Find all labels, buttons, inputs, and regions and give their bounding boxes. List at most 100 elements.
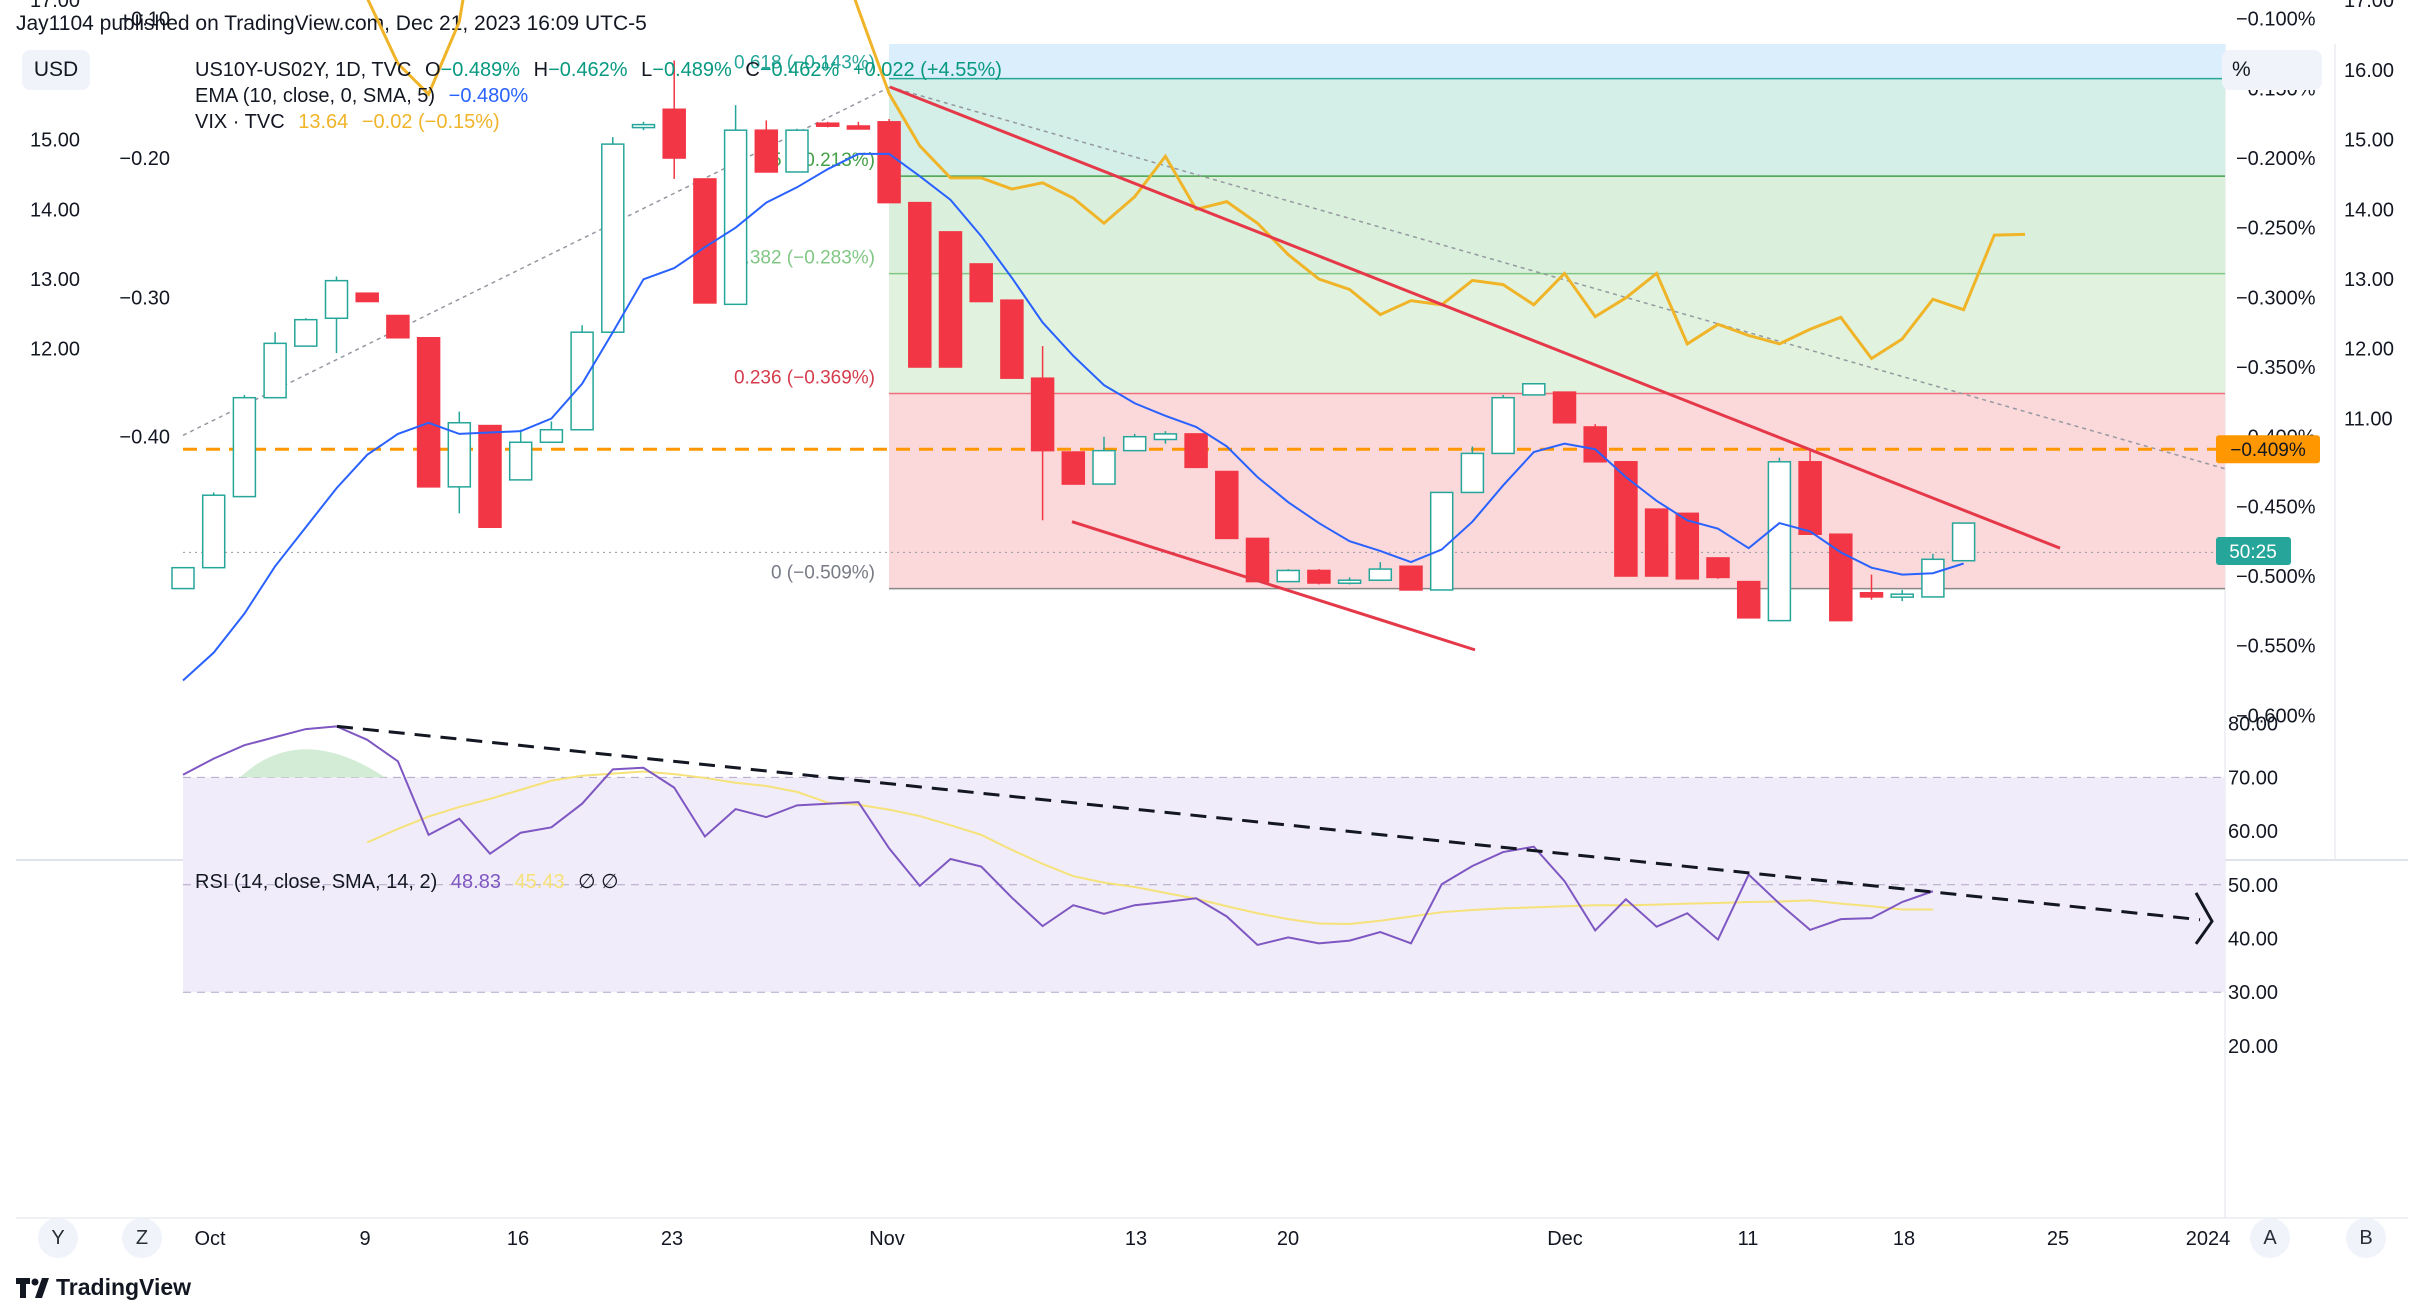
candle-body: [1429, 491, 1454, 591]
candle-body: [1061, 451, 1086, 485]
tradingview-logo-icon: [16, 1277, 49, 1298]
rsi-axis-tick: 70.00: [2228, 767, 2278, 789]
legend-symbol: US10Y-US02Y, 1D, TVC: [195, 59, 411, 81]
candle-body: [1153, 433, 1178, 441]
candle-body: [1767, 461, 1792, 622]
indicator-lines[interactable]: [182, 0, 2214, 947]
candle-body: [1368, 568, 1393, 581]
spread-axis-tick: −0.350%: [2236, 357, 2316, 379]
candle-body: [1522, 383, 1546, 396]
candle-body: [969, 263, 993, 303]
fib-band-0.618: [889, 78, 2225, 177]
rsi-line: [182, 725, 1934, 947]
time-axis-tick: 16: [507, 1228, 529, 1250]
candle-body: [815, 122, 840, 127]
legend-rsi-name: RSI (14, close, SMA, 14, 2): [195, 871, 437, 893]
candle-body: [693, 178, 717, 304]
legend-line1[interactable]: US10Y-US02Y, 1D, TVC O−0.489% H−0.462% L…: [195, 59, 1002, 81]
candle-body: [447, 422, 472, 488]
z-axis-button[interactable]: Z: [122, 1218, 162, 1258]
vix-left-axis-tick: 12.00: [30, 339, 80, 361]
candle-body: [1644, 508, 1669, 577]
vix-axis-tick: 12.00: [2344, 339, 2394, 361]
candle-body: [1736, 580, 1761, 619]
candle-body: [324, 279, 349, 320]
legend-open: −0.489%: [441, 59, 521, 81]
rsi-axis-tick: 60.00: [2228, 821, 2278, 843]
legend-vix-value: 13.64: [298, 111, 348, 133]
legend-change: +0.022 (+4.55%): [853, 59, 1002, 81]
candle-body: [294, 318, 318, 347]
spread-axis-tick: −0.250%: [2236, 218, 2316, 240]
spread-axis-tick: −0.550%: [2236, 636, 2316, 658]
time-axis-tick: 2024: [2186, 1228, 2231, 1250]
time-axis-tick: 11: [1738, 1228, 1759, 1250]
b-scale-button[interactable]: B: [2346, 1218, 2386, 1258]
rsi-ma-line: [366, 770, 1933, 926]
rsi-axis-tick: 50.00: [2228, 875, 2278, 897]
spread-left-axis-tick: −0.30: [119, 287, 170, 309]
vix-left-axis-tick: 14.00: [30, 199, 80, 221]
candle-body: [1184, 433, 1208, 469]
fibonacci-retracement[interactable]: 0.618 (−0.143%) 0.5 (−0.213%) 0.382 (−0.28…: [734, 44, 2225, 590]
candle-body: [1030, 377, 1055, 452]
ema-line: [182, 152, 1964, 682]
fib-band-0.236: [889, 393, 2225, 589]
candle-body: [570, 331, 594, 431]
legend-vix-change: −0.02 (−0.15%): [362, 111, 500, 133]
y-axis-button[interactable]: Y: [38, 1218, 78, 1258]
candle-body: [201, 494, 226, 569]
candle-body: [232, 396, 257, 498]
candle-body: [1706, 557, 1730, 579]
rsi-axis-tick: 20.00: [2228, 1036, 2278, 1058]
fib-label-0.236: 0.236 (−0.369%): [734, 368, 875, 389]
red-trendline-upper: [889, 85, 2061, 550]
legend-rsi-value: 48.83: [451, 871, 501, 893]
candle-body: [877, 121, 901, 204]
candle-body: [1245, 537, 1270, 583]
fib-band-0.5: [889, 176, 2225, 274]
spread-axis-tick: −0.200%: [2236, 148, 2316, 170]
candle-body: [416, 337, 441, 488]
legend-line3[interactable]: VIX · TVC 13.64 −0.02 (−0.15%): [195, 111, 500, 133]
currency-button[interactable]: USD: [22, 50, 90, 90]
brand-footer[interactable]: TradingView: [16, 1274, 191, 1301]
brand-name: TradingView: [56, 1274, 192, 1300]
countdown-label: 50:25: [2229, 542, 2277, 563]
vix-left-axis-tick: 13.00: [30, 269, 80, 291]
legend-rsi-ma: 45.43: [515, 871, 565, 893]
candle-body: [263, 342, 287, 399]
vix-axis-tick: 16.00: [2344, 60, 2394, 82]
candle-body: [1215, 470, 1239, 540]
legend-ema-name: EMA (10, close, 0, SMA, 5): [195, 85, 435, 107]
candle-body: [386, 314, 410, 339]
candle-body: [1000, 299, 1024, 379]
legend-high: −0.462%: [548, 59, 628, 81]
candle-body: [539, 428, 564, 444]
auto-scale-button[interactable]: A: [2250, 1218, 2290, 1258]
candle-body: [1460, 452, 1485, 494]
time-axis-tick: Dec: [1547, 1228, 1583, 1250]
fib-band-top: [889, 44, 2225, 79]
fib-label-0.618: 0.618 (−0.143%): [734, 53, 875, 74]
candle-body: [1552, 391, 1577, 424]
candle-body: [1491, 396, 1515, 455]
spread-left-axis-tick: −0.10: [119, 9, 170, 31]
candle-body: [508, 441, 533, 481]
legend-rsi[interactable]: RSI (14, close, SMA, 14, 2) 48.83 45.43 …: [195, 871, 619, 893]
countdown-tag: [2216, 536, 2291, 565]
fib-band-0.382: [889, 273, 2225, 394]
rsi-overbought-fill: [240, 749, 385, 778]
vix-axis-tick: 11.00: [2344, 408, 2393, 430]
time-axis-tick: 13: [1125, 1228, 1147, 1250]
legend-vix-name: VIX · TVC: [195, 111, 285, 133]
percent-scale-button[interactable]: %: [2222, 50, 2322, 90]
red-trendline-lower: [1071, 520, 1476, 652]
legend-line2[interactable]: EMA (10, close, 0, SMA, 5) −0.480%: [195, 85, 528, 107]
candle-body: [1859, 591, 1884, 598]
candle-body: [1122, 435, 1147, 452]
candle-body: [171, 566, 195, 590]
legend-rsi-symbols: ∅ ∅: [578, 871, 618, 893]
time-axis-tick: 23: [661, 1228, 683, 1250]
